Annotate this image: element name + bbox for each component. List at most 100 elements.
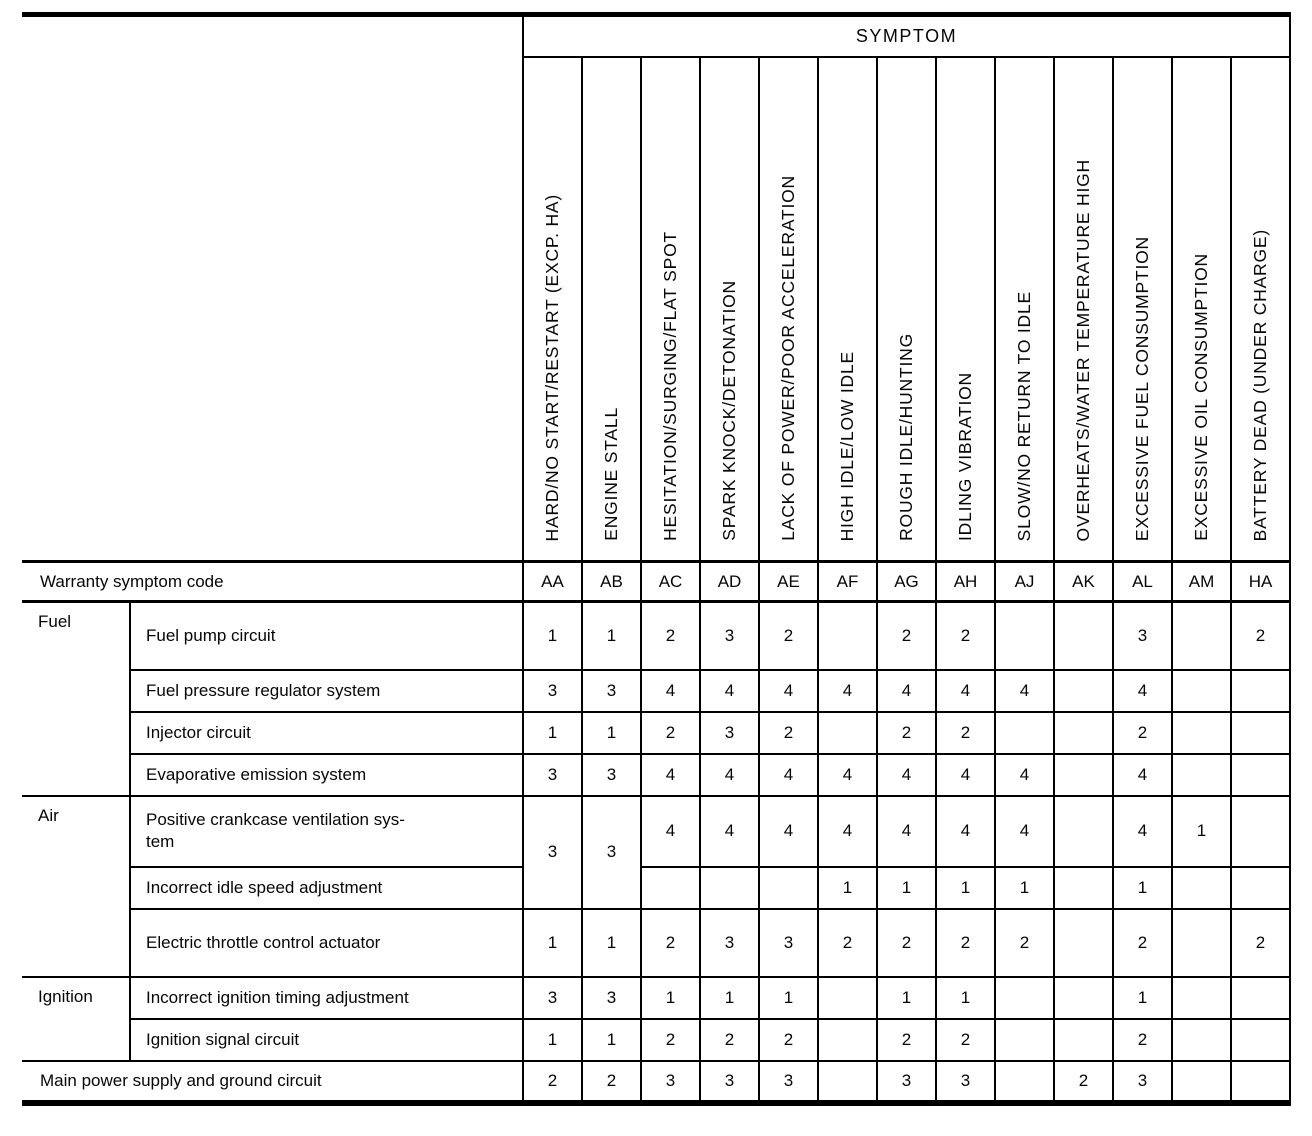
value-cell: 2 — [876, 1018, 936, 1062]
value-cell — [1053, 669, 1113, 713]
column-code: AC — [640, 560, 700, 603]
column-code: AD — [699, 560, 759, 603]
value-cell — [1230, 866, 1291, 910]
row-label: Ignition signal circuit — [129, 1018, 523, 1062]
value-cell — [1053, 976, 1113, 1020]
value-cell: 3 — [581, 976, 641, 1020]
warranty-label: Warranty symptom code — [22, 560, 523, 603]
column-header-label: IDLING VIBRATION — [955, 371, 975, 541]
value-cell: 3 — [522, 976, 582, 1020]
value-cell: 2 — [640, 1018, 700, 1062]
value-cell — [1230, 753, 1291, 797]
value-cell: 3 — [581, 669, 641, 713]
column-code: AF — [817, 560, 877, 603]
value-cell: 4 — [935, 795, 995, 868]
column-header-label: EXCESSIVE FUEL CONSUMPTION — [1132, 235, 1152, 541]
value-cell: 4 — [699, 669, 759, 713]
column-header-label: HIGH IDLE/LOW IDLE — [837, 350, 857, 541]
value-cell: 2 — [994, 908, 1054, 978]
value-cell: 1 — [522, 1018, 582, 1062]
value-cell: 1 — [935, 866, 995, 910]
value-cell — [1171, 908, 1231, 978]
column-header-AK: OVERHEATS/WATER TEMPERATURE HIGH — [1053, 56, 1113, 562]
column-header-label: LACK OF POWER/POOR ACCELERATION — [778, 175, 798, 541]
value-cell: 1 — [522, 601, 582, 671]
value-cell: 3 — [1112, 1060, 1172, 1106]
value-cell: 1 — [1112, 866, 1172, 910]
value-cell: 1 — [522, 908, 582, 978]
value-cell: 4 — [1112, 669, 1172, 713]
value-cell: 3 — [699, 908, 759, 978]
row-label: Injector circuit — [129, 711, 523, 755]
value-cell — [817, 601, 877, 671]
value-cell: 3 — [522, 753, 582, 797]
value-cell: 2 — [640, 908, 700, 978]
value-cell: 1 — [758, 976, 818, 1020]
value-cell — [994, 711, 1054, 755]
value-cell: 2 — [1230, 601, 1291, 671]
column-code: AA — [522, 560, 582, 603]
symptom-diagnosis-table: SYMPTOM HARD/NO START/RESTART (EXCP. HA)… — [22, 12, 1291, 1106]
value-cell: 2 — [758, 1018, 818, 1062]
column-header-label: ROUGH IDLE/HUNTING — [896, 333, 916, 541]
value-cell: 1 — [1112, 976, 1172, 1020]
value-cell: 4 — [876, 753, 936, 797]
value-cell — [1171, 669, 1231, 713]
value-cell — [1171, 866, 1231, 910]
value-cell: 2 — [1112, 908, 1172, 978]
column-header-AA: HARD/NO START/RESTART (EXCP. HA) — [522, 56, 582, 562]
column-code: AE — [758, 560, 818, 603]
value-cell: 1 — [581, 601, 641, 671]
column-header-label: BATTERY DEAD (UNDER CHARGE) — [1250, 228, 1270, 541]
value-cell — [1230, 1060, 1291, 1106]
value-cell — [994, 976, 1054, 1020]
value-cell: 4 — [817, 795, 877, 868]
value-cell — [1171, 1060, 1231, 1106]
blank-corner — [22, 12, 523, 57]
value-cell: 3 — [699, 1060, 759, 1106]
value-cell: 2 — [640, 711, 700, 755]
value-cell: 1 — [876, 976, 936, 1020]
column-header-AF: HIGH IDLE/LOW IDLE — [817, 56, 877, 562]
value-cell: 1 — [581, 711, 641, 755]
column-code: AK — [1053, 560, 1113, 603]
value-cell — [1171, 976, 1231, 1020]
column-header-label: OVERHEATS/WATER TEMPERATURE HIGH — [1073, 158, 1093, 541]
value-cell: 4 — [758, 669, 818, 713]
value-cell — [1053, 1018, 1113, 1062]
symptom-header: SYMPTOM — [522, 12, 1291, 58]
column-header-AL: EXCESSIVE FUEL CONSUMPTION — [1112, 56, 1172, 562]
value-cell: 4 — [876, 795, 936, 868]
value-cell: 1 — [935, 976, 995, 1020]
value-cell: 4 — [817, 669, 877, 713]
column-header-label: SPARK KNOCK/DETONATION — [719, 280, 739, 541]
value-cell: 3 — [699, 601, 759, 671]
value-cell — [640, 866, 700, 910]
symptom-diagnosis-table-wrap: SYMPTOM HARD/NO START/RESTART (EXCP. HA)… — [22, 12, 1291, 1106]
column-code: AB — [581, 560, 641, 603]
value-cell: 2 — [876, 908, 936, 978]
value-cell: 3 — [1112, 601, 1172, 671]
column-header-label: SLOW/NO RETURN TO IDLE — [1014, 290, 1034, 541]
value-cell — [1171, 753, 1231, 797]
value-cell — [817, 1060, 877, 1106]
value-cell: 1 — [640, 976, 700, 1020]
value-cell — [1171, 601, 1231, 671]
value-cell: 1 — [876, 866, 936, 910]
value-cell — [1230, 669, 1291, 713]
value-cell: 4 — [876, 669, 936, 713]
row-label: Incorrect idle speed adjustment — [129, 866, 523, 910]
value-cell: 4 — [994, 753, 1054, 797]
column-header-AC: HESITATION/SURGING/FLAT SPOT — [640, 56, 700, 562]
value-cell — [699, 866, 759, 910]
column-header-AB: ENGINE STALL — [581, 56, 641, 562]
column-header-AG: ROUGH IDLE/HUNTING — [876, 56, 936, 562]
value-cell — [1230, 1018, 1291, 1062]
column-header-label: HARD/NO START/RESTART (EXCP. HA) — [542, 193, 562, 541]
column-code: AM — [1171, 560, 1231, 603]
value-cell: 2 — [581, 1060, 641, 1106]
column-header-AD: SPARK KNOCK/DETONATION — [699, 56, 759, 562]
column-header-AE: LACK OF POWER/POOR ACCELERATION — [758, 56, 818, 562]
value-cell — [1053, 795, 1113, 868]
value-cell — [817, 1018, 877, 1062]
